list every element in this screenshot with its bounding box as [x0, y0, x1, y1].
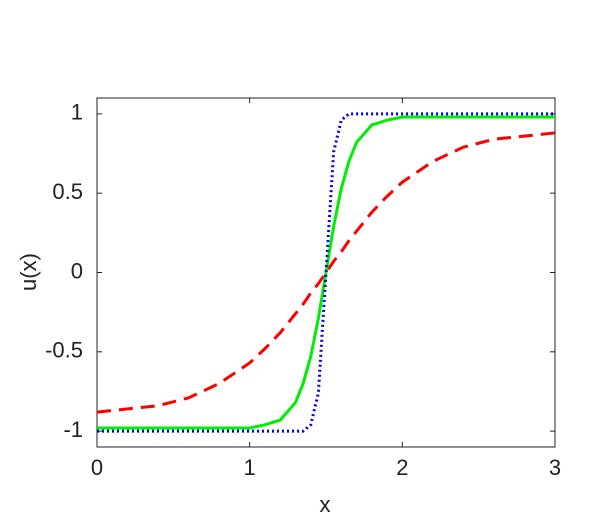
x-tick-label: 0 [91, 455, 103, 480]
y-axis-label: u(x) [16, 253, 41, 291]
y-tick-label: -1 [63, 417, 83, 442]
x-axis-label: x [320, 492, 331, 517]
x-tick-label: 2 [396, 455, 408, 480]
y-tick-label: 0.5 [52, 179, 83, 204]
y-tick-label: 1 [71, 100, 83, 125]
series-line [97, 112, 555, 433]
y-tick-label: -0.5 [45, 338, 83, 363]
x-tick-label: 3 [549, 455, 561, 480]
x-tick-label: 1 [244, 455, 256, 480]
y-tick-label: 0 [71, 258, 83, 283]
series-line [97, 115, 555, 430]
